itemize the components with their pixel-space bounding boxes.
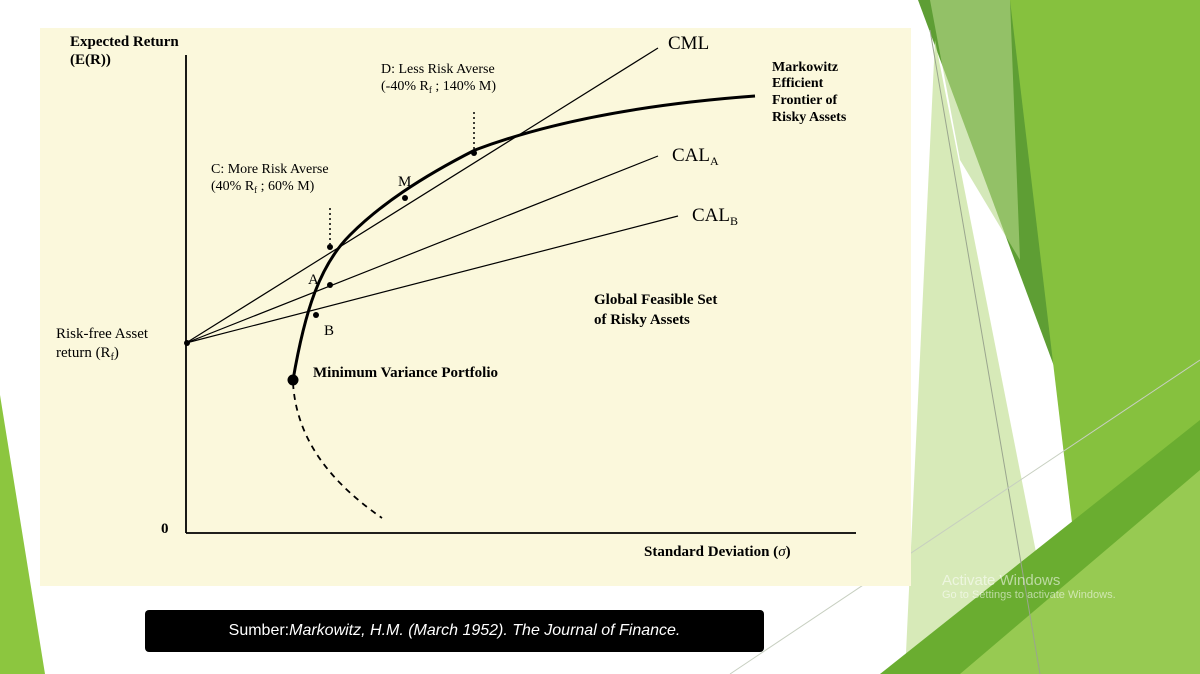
right-green-shape-pale — [930, 0, 1020, 260]
rf-label-1: Risk-free Asset — [56, 326, 149, 342]
watermark-line-1: Activate Windows — [942, 572, 1061, 589]
point-b-dot — [313, 312, 319, 318]
cal-a-line — [185, 155, 659, 344]
x-axis-label: Standard Deviation (σ) — [644, 544, 791, 560]
frontier-label-4: Risky Assets — [772, 110, 847, 125]
mvp-point — [287, 374, 299, 386]
watermark-line-2: Go to Settings to activate Windows. — [942, 589, 1116, 601]
origin-label: 0 — [161, 521, 169, 537]
diagram-points — [184, 150, 477, 386]
cal-a-label: CALA — [672, 145, 719, 168]
left-green-shape — [0, 395, 45, 674]
diagram-labels: Expected Return (E(R)) 0 Standard Deviat… — [56, 33, 847, 560]
point-b-label: B — [324, 323, 334, 339]
cml-label: CML — [668, 33, 709, 54]
activation-watermark: Activate Windows Go to Settings to activ… — [942, 572, 1116, 601]
point-m-dot — [402, 195, 408, 201]
point-a-dot — [327, 282, 333, 288]
rf-label-2: return (Rf) — [56, 345, 119, 363]
thin-decor-line-2 — [729, 359, 1200, 674]
point-a-label: A — [308, 272, 319, 288]
y-axis-label-2: (E(R)) — [70, 52, 111, 68]
efficient-frontier-curve — [291, 94, 756, 381]
point-c-dot — [327, 244, 333, 250]
frontier-label-2: Efficient — [772, 76, 824, 91]
thin-decor-line-1 — [929, 29, 1041, 674]
cml-line — [185, 47, 659, 344]
c-label-1: C: More Risk Averse — [211, 162, 329, 177]
inefficient-frontier-dashed — [292, 382, 383, 519]
cal-b-label: CALB — [692, 205, 738, 228]
y-axis-label-1: Expected Return — [70, 34, 179, 50]
diagram-lines — [185, 47, 856, 534]
point-m-label: M — [398, 174, 411, 190]
feasible-set-label-1: Global Feasible Set — [594, 292, 717, 308]
caption-citation: Markowitz, H.M. (March 1952). The Journa… — [289, 622, 681, 639]
caption-prefix: Sumber: — [228, 622, 290, 639]
right-green-shape-bottom-light — [960, 470, 1200, 674]
risk-free-point — [184, 340, 190, 346]
d-label-2: (-40% Rf ; 140% M) — [381, 79, 496, 95]
feasible-set-label-2: of Risky Assets — [594, 312, 690, 328]
d-label-1: D: Less Risk Averse — [381, 62, 495, 77]
frontier-label-3: Frontier of — [772, 93, 838, 108]
c-label-2: (40% Rf ; 60% M) — [211, 179, 315, 195]
source-caption: Sumber: Markowitz, H.M. (March 1952). Th… — [145, 610, 764, 652]
mvp-label: Minimum Variance Portfolio — [313, 365, 498, 381]
right-green-shape-light — [905, 40, 1060, 674]
frontier-label-1: Markowitz — [772, 60, 838, 75]
point-d-dot — [471, 150, 477, 156]
cal-b-line — [185, 215, 679, 344]
